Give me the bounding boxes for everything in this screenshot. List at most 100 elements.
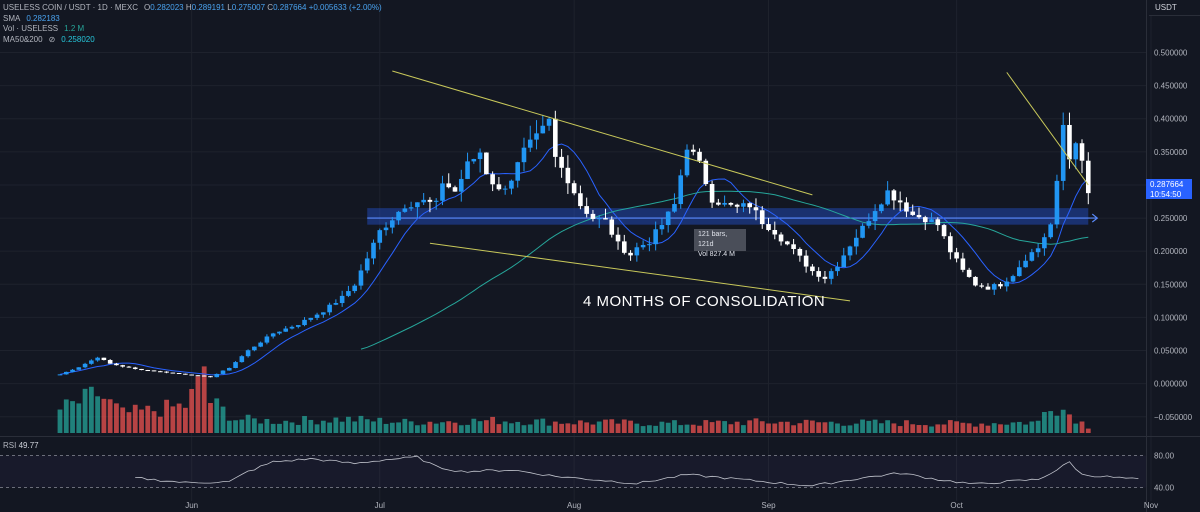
volume-bar — [164, 399, 169, 433]
candle-body — [778, 234, 784, 242]
zone-arrow-icon — [1091, 213, 1099, 223]
volume-bar — [690, 424, 696, 433]
ohlc-values: O0.282023 H0.289191 L0.275007 C0.287664 … — [144, 3, 382, 14]
price-axis[interactable]: 0.5000000.4500000.4000000.3500000.300000… — [1154, 48, 1193, 421]
candle-body — [95, 357, 100, 361]
volume-bar — [546, 425, 552, 433]
candle-body — [151, 370, 157, 372]
volume-bar — [853, 423, 859, 433]
volume-bar — [615, 423, 621, 433]
candle-body — [672, 204, 677, 212]
candle-body — [465, 161, 470, 179]
tooltip-volume: Vol 827.4 M — [698, 251, 735, 258]
volume-bar — [584, 422, 590, 433]
candle-body — [872, 211, 878, 222]
volume-bar — [565, 423, 571, 433]
ma-label: MA50&200 — [3, 34, 43, 44]
volume-bar — [352, 421, 358, 433]
volume-bar — [741, 425, 746, 433]
volume-bar — [414, 425, 420, 433]
candle-body — [741, 203, 746, 207]
candle-body — [835, 267, 840, 272]
volume-bar — [715, 420, 721, 433]
volume-bar — [935, 424, 941, 433]
support-zone-rect — [367, 208, 1089, 225]
volume-bar — [540, 418, 546, 433]
time-tick-label: Aug — [567, 501, 581, 510]
candle-body — [270, 333, 276, 337]
candle-body — [446, 183, 452, 188]
volume-bar — [277, 423, 282, 433]
candle-body — [753, 207, 759, 211]
candle-body — [1004, 281, 1010, 287]
candle-body — [634, 247, 640, 256]
volume-bar — [170, 406, 176, 433]
candle-body — [728, 202, 734, 205]
ma-row[interactable]: MA50&200 ⊘ 0.258020 — [3, 35, 382, 46]
volume-bar — [201, 366, 207, 433]
candle-body — [1073, 143, 1079, 160]
candle-body — [132, 367, 138, 369]
candle-body — [264, 336, 270, 343]
candle-body — [252, 346, 257, 351]
candle-body — [910, 211, 916, 215]
symbol-title[interactable]: USELESS COIN / USDT · 1D · MEXC — [3, 3, 138, 12]
time-axis[interactable]: Jun Jul Aug Sep Oct Nov — [185, 501, 1158, 510]
volume-bar — [1085, 428, 1091, 433]
countdown-timer: 10:54:50 — [1150, 189, 1182, 199]
candle-body — [941, 225, 947, 237]
candle-body — [1079, 143, 1085, 161]
volume-bar — [841, 425, 847, 433]
sma-row[interactable]: SMA 0.282183 — [3, 14, 382, 25]
volume-bar — [195, 376, 201, 433]
candle-body — [245, 350, 251, 357]
volume-bar — [57, 409, 63, 433]
candle-body — [509, 180, 514, 189]
volume-bar — [534, 419, 539, 433]
volume-row[interactable]: Vol · USELESS 1.2 M — [3, 24, 382, 35]
volume-bar — [847, 425, 853, 433]
volume-bar — [176, 403, 182, 433]
candle-body — [665, 211, 671, 226]
volume-bar — [1010, 422, 1016, 433]
price-tick-label: 0.500000 — [1154, 48, 1188, 57]
candle-body — [107, 360, 113, 364]
volume-bar — [784, 421, 790, 433]
volume-bar — [697, 425, 702, 433]
change-value: +0.005633 (+2.00%) — [308, 3, 382, 12]
ohlc-row: USELESS COIN / USDT · 1D · MEXC O0.28202… — [3, 3, 382, 14]
last-price-tag: 0.287664 10:54:50 — [1146, 179, 1192, 199]
volume-bar — [346, 416, 351, 433]
rsi-legend[interactable]: RSI 49.77 — [3, 441, 39, 450]
candle-body — [922, 217, 928, 223]
support-zone[interactable] — [367, 208, 1099, 225]
candle-body — [158, 371, 163, 373]
volume-bar — [621, 419, 627, 433]
eye-off-icon[interactable]: ⊘ — [48, 34, 56, 44]
volume-bar — [433, 423, 439, 433]
candle-body — [515, 162, 521, 181]
open-value: 0.282023 — [150, 3, 184, 12]
candle-body — [1067, 124, 1072, 160]
volume-bar — [947, 420, 953, 433]
quote-currency[interactable]: USDT — [1149, 0, 1200, 16]
volume-bar — [590, 424, 596, 433]
candle-body — [421, 199, 426, 203]
candle-body — [527, 139, 533, 148]
candle-body — [973, 276, 978, 286]
volume-bar — [245, 414, 251, 433]
volume-bar — [734, 421, 740, 433]
volume-bar — [678, 425, 684, 433]
candle-body — [433, 200, 439, 202]
volume-bar — [76, 403, 82, 433]
candle-body — [327, 304, 332, 313]
volume-bar — [646, 425, 652, 433]
trendlines[interactable] — [392, 70, 1089, 302]
candle-body — [402, 208, 408, 212]
volume-bar — [1016, 421, 1022, 433]
candle-body — [1029, 252, 1035, 261]
candle-body — [1035, 248, 1041, 253]
volume-bar — [797, 423, 803, 433]
volume-bar — [810, 420, 815, 433]
